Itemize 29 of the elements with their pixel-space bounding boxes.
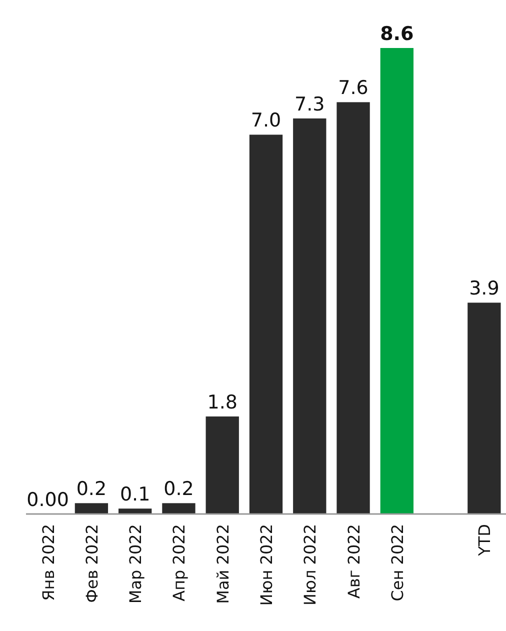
bar [380, 48, 414, 514]
x-tick-label: Авг 2022 [344, 524, 364, 599]
bar [162, 503, 196, 514]
x-tick-label: Янв 2022 [38, 524, 58, 601]
data-label: 0.1 [120, 484, 150, 506]
data-label: 0.00 [26, 489, 69, 511]
data-label: 3.9 [469, 278, 500, 300]
x-tick-label: Июл 2022 [300, 524, 320, 606]
data-label: 7.0 [250, 110, 282, 132]
x-tick-label: YTD [475, 524, 494, 557]
data-label: 7.6 [338, 77, 368, 100]
x-tick-label: Июн 2022 [257, 524, 276, 606]
x-tick-label: Май 2022 [213, 524, 232, 604]
data-label: 7.3 [294, 93, 325, 116]
x-tick-label: Апр 2022 [170, 524, 189, 602]
data-label: 8.6 [380, 23, 414, 45]
x-tick-label: Мар 2022 [126, 524, 146, 604]
data-label: 0.2 [76, 478, 107, 500]
bar [336, 102, 370, 514]
bar [249, 134, 283, 514]
bar [293, 118, 326, 514]
x-tick-label: Фев 2022 [82, 524, 102, 603]
data-label: 0.2 [164, 478, 194, 500]
bar [206, 416, 239, 514]
bar [468, 302, 501, 514]
data-label: 1.8 [207, 391, 238, 414]
bar [74, 503, 108, 514]
x-tick-label: Сен 2022 [388, 524, 407, 602]
bar [118, 508, 152, 514]
